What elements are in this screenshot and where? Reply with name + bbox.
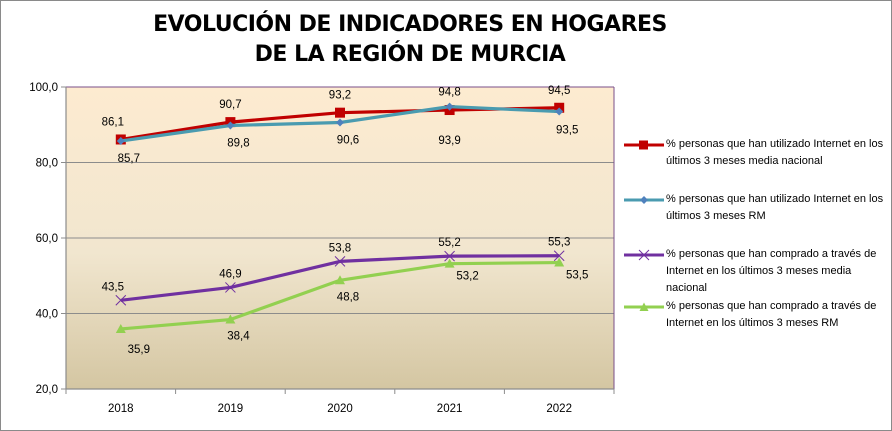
data-label: 55,3 bbox=[548, 237, 570, 249]
y-tick-label: 20,0 bbox=[36, 384, 58, 396]
chart-title: EVOLUCIÓN DE INDICADORES EN HOGARES DE L… bbox=[0, 10, 820, 70]
y-tick-label: 100,0 bbox=[29, 82, 58, 94]
x-tick-label: 2020 bbox=[327, 403, 353, 415]
data-label: 94,5 bbox=[548, 85, 570, 97]
data-label: 35,9 bbox=[128, 344, 150, 356]
data-point-x-marker bbox=[553, 250, 565, 262]
x-marker-stroke bbox=[444, 250, 455, 262]
legend-swatch-triangle-icon bbox=[624, 302, 664, 311]
data-label: 85,7 bbox=[118, 153, 140, 165]
x-marker-stroke bbox=[115, 294, 127, 306]
legend-label: % personas que han utilizado Internet en… bbox=[666, 138, 884, 167]
x-marker-stroke bbox=[553, 250, 565, 262]
x-tick-label: 2022 bbox=[546, 403, 572, 415]
x-tick-label: 2021 bbox=[437, 403, 463, 415]
data-label: 94,8 bbox=[438, 87, 460, 99]
data-label: 46,9 bbox=[219, 268, 241, 280]
data-point-triangle-marker bbox=[225, 314, 236, 324]
x-tick-label: 2019 bbox=[218, 403, 244, 415]
y-tick-label: 40,0 bbox=[36, 309, 58, 321]
x-marker-stroke bbox=[225, 282, 236, 293]
y-tick-label: 60,0 bbox=[36, 233, 58, 245]
data-point-diamond-marker bbox=[445, 102, 454, 111]
data-label: 55,2 bbox=[438, 237, 460, 249]
data-label: 53,8 bbox=[329, 242, 351, 254]
data-label: 53,5 bbox=[566, 270, 588, 282]
legend-swatch-square-icon bbox=[624, 140, 664, 150]
data-point-square-marker bbox=[335, 107, 345, 118]
data-point-triangle-marker bbox=[444, 258, 455, 268]
chart-title-line-2: DE LA REGIÓN DE MURCIA bbox=[254, 42, 566, 67]
legend-label: % personas que han comprado a través de … bbox=[666, 248, 877, 294]
y-tick-label: 80,0 bbox=[36, 158, 58, 170]
data-label: 48,8 bbox=[337, 291, 359, 303]
data-label: 93,2 bbox=[329, 90, 351, 102]
x-tick-label: 2018 bbox=[108, 403, 134, 415]
legend-label: % personas que han comprado a través de … bbox=[666, 300, 877, 329]
data-point-diamond-marker bbox=[336, 118, 344, 127]
data-label: 90,7 bbox=[219, 99, 241, 111]
data-point-triangle-marker bbox=[115, 323, 126, 333]
legend-swatch-x-icon bbox=[624, 249, 664, 261]
data-label: 90,6 bbox=[337, 134, 359, 146]
data-point-diamond-marker bbox=[116, 136, 125, 145]
data-label: 93,9 bbox=[438, 135, 460, 147]
data-label: 43,5 bbox=[102, 281, 124, 293]
legend-label: % personas que han utilizado Internet en… bbox=[666, 193, 884, 222]
data-label: 89,8 bbox=[227, 138, 249, 150]
data-label: 93,5 bbox=[556, 125, 578, 137]
legend-swatch-diamond-icon bbox=[624, 196, 664, 204]
data-point-x-marker bbox=[225, 282, 236, 293]
data-point-diamond-marker bbox=[555, 107, 564, 116]
data-label: 38,4 bbox=[227, 331, 250, 343]
data-label: 86,1 bbox=[102, 116, 124, 128]
data-point-x-marker bbox=[334, 256, 346, 267]
chart-title-line-1: EVOLUCIÓN DE INDICADORES EN HOGARES bbox=[153, 12, 667, 37]
x-marker-stroke bbox=[334, 256, 346, 267]
data-point-triangle-marker bbox=[554, 257, 565, 267]
data-point-triangle-marker bbox=[335, 275, 345, 285]
data-label: 53,2 bbox=[456, 271, 478, 283]
data-point-diamond-marker bbox=[226, 121, 235, 130]
data-point-x-marker bbox=[444, 250, 455, 262]
data-point-x-marker bbox=[115, 294, 127, 306]
